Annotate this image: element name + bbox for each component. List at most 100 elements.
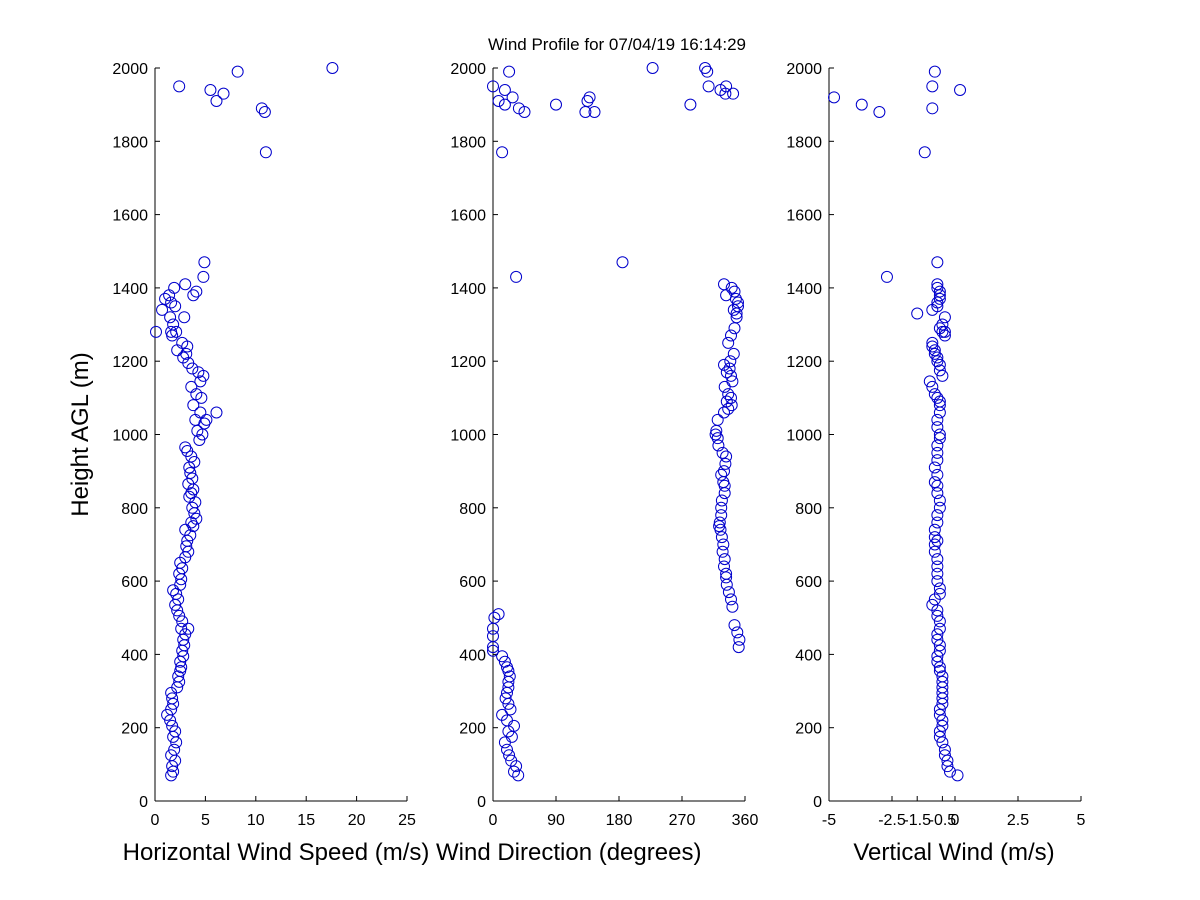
data-point <box>713 516 726 529</box>
data-point <box>165 296 178 309</box>
data-point <box>718 380 731 393</box>
y-tick-label: 600 <box>795 574 822 591</box>
data-point <box>933 622 946 635</box>
data-point <box>931 281 944 294</box>
data-point <box>175 622 188 635</box>
x-tick-label: 10 <box>247 812 265 829</box>
data-point <box>931 509 944 522</box>
data-point <box>828 91 841 104</box>
y-tick-label: 400 <box>459 647 486 664</box>
data-point <box>702 80 715 93</box>
x-tick-label: -0.5 <box>929 812 957 829</box>
data-point <box>720 450 733 463</box>
x-tick-label: 25 <box>398 812 416 829</box>
x-tick-label: -2.5 <box>878 812 906 829</box>
data-point <box>715 468 728 481</box>
data-point <box>715 509 728 522</box>
x-tick-label: 5 <box>201 812 210 829</box>
data-point <box>873 105 886 118</box>
data-point <box>192 366 205 379</box>
x-axis-label: Vertical Wind (m/s) <box>853 839 1054 866</box>
x-tick-label: 0 <box>951 812 960 829</box>
data-point <box>931 439 944 452</box>
data-point <box>931 567 944 580</box>
data-point <box>931 351 944 364</box>
data-point <box>718 465 730 478</box>
data-point <box>727 87 740 100</box>
data-point <box>684 98 697 111</box>
data-point <box>169 300 182 313</box>
data-point <box>197 270 210 283</box>
data-point <box>258 105 271 118</box>
data-point <box>931 300 944 313</box>
y-tick-label: 2000 <box>786 61 822 78</box>
data-point <box>933 358 946 371</box>
data-point <box>503 65 516 78</box>
data-point <box>718 278 730 291</box>
data-point <box>731 626 744 639</box>
data-point <box>487 641 499 654</box>
data-point <box>178 311 191 324</box>
y-axis-label: Height AGL (m) <box>67 352 94 517</box>
data-point <box>186 501 199 514</box>
data-point <box>931 575 944 588</box>
y-tick-label: 200 <box>121 721 148 738</box>
data-point <box>933 661 946 674</box>
data-point <box>719 457 732 470</box>
data-point <box>931 516 944 529</box>
data-point <box>718 358 730 371</box>
data-point <box>503 749 516 762</box>
figure-title: Wind Profile for 07/04/19 16:14:29 <box>488 35 746 54</box>
y-tick-label: 400 <box>121 647 148 664</box>
data-point <box>936 325 949 338</box>
data-point <box>722 336 735 349</box>
data-point <box>699 62 712 74</box>
y-tick-label: 1200 <box>786 354 822 371</box>
x-tick-label: 15 <box>297 812 315 829</box>
data-point <box>933 730 946 743</box>
y-tick-label: 1200 <box>450 354 486 371</box>
data-point <box>172 670 185 683</box>
data-point <box>168 281 181 294</box>
data-point <box>231 65 244 78</box>
data-point <box>501 743 513 756</box>
data-point <box>931 454 944 467</box>
y-tick-label: 1200 <box>112 354 148 371</box>
data-point <box>933 292 946 305</box>
data-point <box>169 725 182 738</box>
y-tick-label: 2000 <box>450 61 486 78</box>
data-point <box>727 347 740 360</box>
data-point <box>933 725 946 738</box>
data-point <box>173 80 186 93</box>
data-point <box>176 562 189 575</box>
y-tick-label: 1600 <box>112 208 148 225</box>
data-point <box>933 494 946 507</box>
data-point <box>931 650 944 663</box>
data-point <box>928 347 941 360</box>
data-point <box>732 641 745 654</box>
data-point <box>498 98 511 111</box>
data-point <box>508 765 520 778</box>
y-tick-label: 0 <box>139 794 148 811</box>
data-point <box>936 369 949 382</box>
y-tick-label: 600 <box>459 574 486 591</box>
data-point <box>728 322 741 335</box>
data-point <box>171 344 184 357</box>
data-point <box>190 285 203 298</box>
x-tick-label: 5 <box>1077 812 1086 829</box>
data-point <box>166 719 179 732</box>
data-point <box>936 675 949 688</box>
data-point <box>711 432 724 445</box>
y-tick-label: 1000 <box>450 428 486 445</box>
y-tick-label: 1400 <box>112 281 148 298</box>
x-tick-label: -5 <box>822 812 836 829</box>
data-point <box>926 80 939 93</box>
data-point <box>167 318 180 331</box>
x-tick-label: 2.5 <box>1007 812 1029 829</box>
x-tick-label: 0 <box>151 812 160 829</box>
y-tick-label: 800 <box>121 501 148 518</box>
x-tick-label: 0 <box>489 812 498 829</box>
data-point <box>933 639 946 652</box>
data-point <box>720 395 733 408</box>
data-point <box>512 102 525 115</box>
